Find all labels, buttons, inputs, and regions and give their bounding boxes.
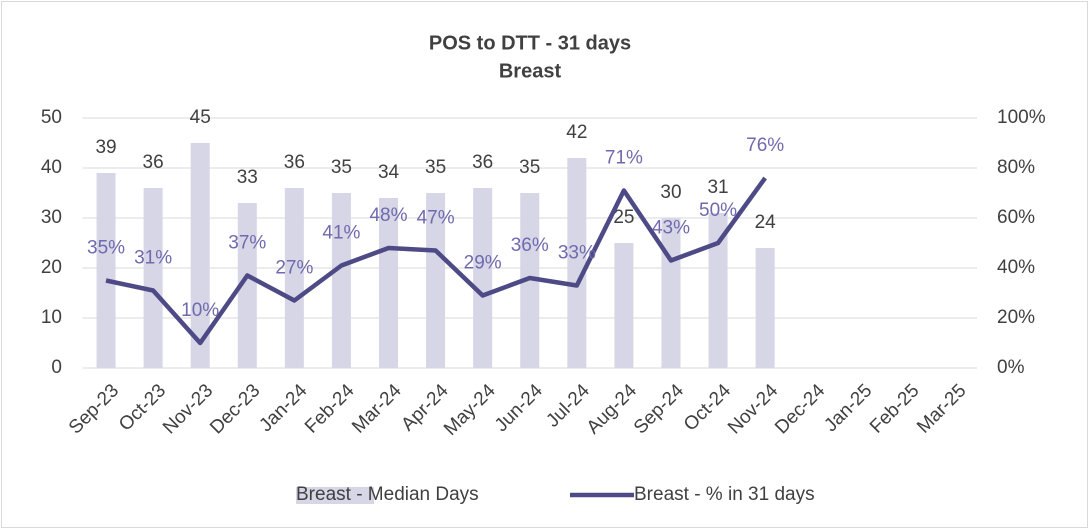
y-tick-label: 0 [51, 357, 62, 378]
bar-value-label: 36 [472, 152, 493, 173]
line [105, 176, 767, 346]
line-value-label: 36% [511, 235, 549, 256]
bar [379, 198, 399, 368]
line-value-label: 47% [417, 208, 455, 229]
y-tick-label: 10 [41, 307, 62, 328]
bar [708, 213, 728, 368]
bar-value-label: 42 [566, 122, 587, 143]
bar-value-label: 35 [519, 157, 540, 178]
y2-tick-label: 0% [997, 357, 1025, 378]
line-value-label: 33% [558, 243, 596, 264]
bar [426, 193, 446, 368]
legend-label: Breast - Median Days [296, 484, 479, 505]
line-value-label: 29% [464, 253, 502, 274]
line-value-label: 76% [746, 135, 784, 156]
bar [755, 248, 775, 368]
bar [284, 188, 304, 368]
y2-tick-label: 40% [997, 257, 1035, 278]
bar [143, 188, 163, 368]
bar-value-label: 24 [755, 212, 777, 233]
bar [661, 218, 681, 368]
legend-swatch [296, 487, 374, 504]
bar [331, 193, 351, 368]
bar-value-label: 31 [707, 177, 728, 198]
y-tick-label: 50 [41, 107, 62, 128]
line-value-label: 41% [322, 223, 360, 244]
y-tick-label: 30 [41, 207, 62, 228]
bar-value-label: 33 [237, 167, 258, 188]
bar-value-label: 34 [378, 162, 400, 183]
line-value-label: 35% [87, 238, 125, 259]
bar-value-label: 45 [190, 107, 211, 128]
bar [473, 188, 493, 368]
y2-tick-label: 80% [997, 157, 1035, 178]
bar [567, 158, 587, 368]
chart-subtitle: Breast [499, 60, 562, 82]
line-value-label: 71% [605, 148, 643, 169]
bar-value-label: 36 [143, 152, 164, 173]
bar-value-label: 36 [284, 152, 305, 173]
bar [237, 203, 257, 368]
bar-value-label: 39 [95, 137, 116, 158]
bar-value-label: 30 [660, 182, 681, 203]
legend-label: Breast - % in 31 days [634, 484, 815, 505]
bar-value-label: 25 [613, 207, 634, 228]
chart-title: POS to DTT - 31 days [429, 32, 631, 54]
bar [614, 243, 634, 368]
line-value-label: 43% [652, 218, 690, 239]
line-value-label: 37% [228, 233, 266, 254]
bar-value-label: 35 [425, 157, 446, 178]
y2-tick-label: 100% [997, 107, 1046, 128]
y-tick-label: 40 [41, 157, 62, 178]
y2-tick-label: 60% [997, 207, 1035, 228]
line-value-label: 27% [275, 258, 313, 279]
y-tick-label: 20 [41, 257, 62, 278]
bar-value-label: 35 [331, 157, 352, 178]
bar [520, 193, 540, 368]
line-value-label: 48% [369, 205, 407, 226]
bar [190, 143, 210, 368]
line-value-label: 10% [181, 300, 219, 321]
y2-tick-label: 20% [997, 307, 1035, 328]
bar [96, 173, 116, 368]
line-value-label: 50% [699, 200, 737, 221]
line-value-label: 31% [134, 248, 172, 269]
